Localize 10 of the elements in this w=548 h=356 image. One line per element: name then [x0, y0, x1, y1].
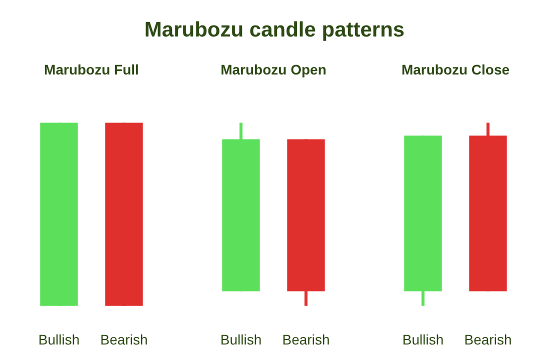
x-tick-label: Bullish: [402, 332, 444, 348]
text: Marubozu candle patterns: [144, 18, 405, 42]
x-tick-label: Bearish: [282, 332, 330, 348]
x-tick-label: Bearish: [464, 332, 512, 348]
chart-title: Marubozu Full: [44, 62, 139, 78]
x-tick-label: Bullish: [38, 332, 80, 348]
x-tick-label: Bullish: [220, 332, 262, 348]
chart-title: Marubozu Close: [401, 62, 510, 78]
x-tick-label: Bearish: [100, 332, 148, 348]
chart-title: Marubozu Open: [220, 62, 326, 78]
